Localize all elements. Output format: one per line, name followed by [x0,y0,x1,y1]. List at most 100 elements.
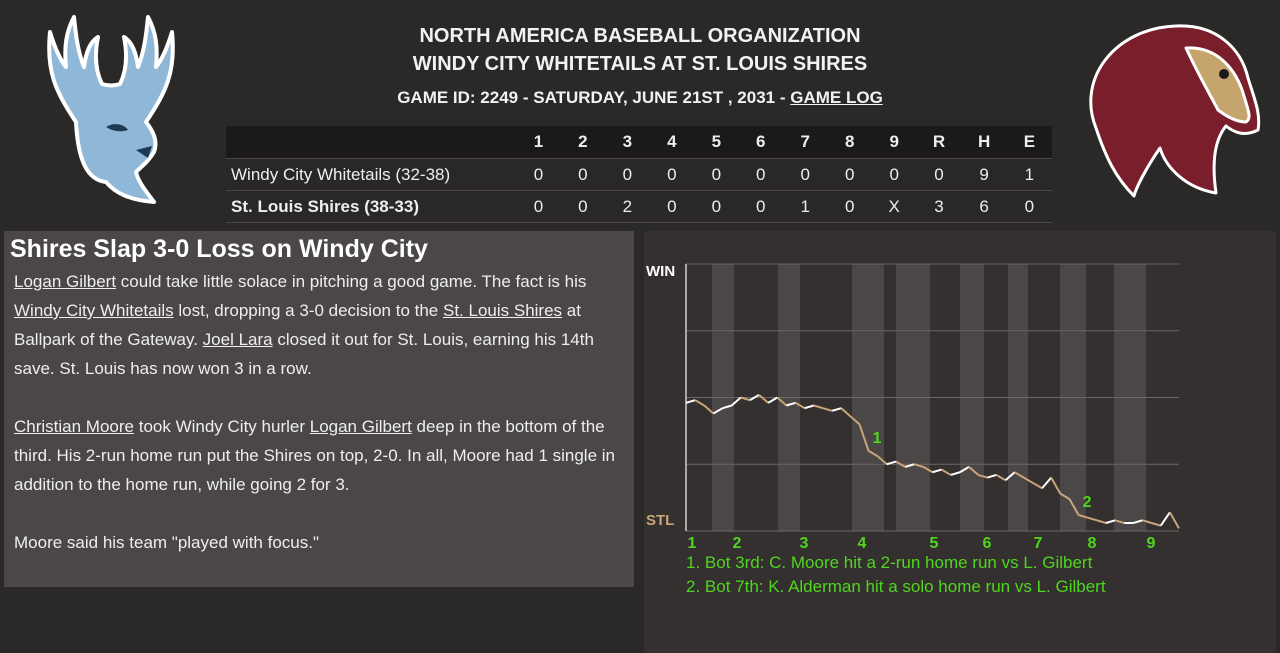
win-probability-panel: WIN STL 1 2 1 2 3 4 5 6 7 8 9 1. Bot 3rd: C. Moore hi… [644,231,1276,653]
annotation-marker: 1 [873,430,882,447]
story-headline: Shires Slap 3-0 Loss on Windy City [10,235,428,263]
team-name[interactable]: St. Louis Shires (38-33) [226,190,517,223]
win-probability-segment [1087,516,1098,522]
win-probability-segment [776,396,788,407]
inning-score: X [871,190,917,223]
game-story-panel: Shires Slap 3-0 Loss on Windy City Logan… [4,231,634,587]
game-header: NORTH AMERICA BASEBALL ORGANIZATION WIND… [300,22,980,110]
team-name[interactable]: Windy City Whitetails (32-38) [226,158,517,191]
column-header: 1 [516,126,561,159]
column-header: 6 [738,126,783,159]
win-probability-segment [959,466,970,474]
game-log-link[interactable]: GAME LOG [790,88,883,107]
inning-score: 0 [694,158,739,191]
column-header: 4 [649,126,695,159]
win-probability-segment [1105,519,1116,524]
win-probability-segment [868,450,879,458]
win-probability-segment [749,393,760,402]
win-probability-segment [922,466,934,474]
linescore-table: 1 2 3 4 5 6 7 8 9 R H E Windy City White… [226,126,1052,223]
win-probability-segment [694,399,705,407]
x-tick-label: 1 [688,535,697,552]
column-header: 9 [871,126,917,159]
win-probability-segment [1133,519,1143,524]
story-text: at Ballpark of the Gateway. [14,301,581,349]
inning-score: 0 [516,190,561,223]
win-probability-segment [904,463,915,468]
linescore-row-away: Windy City Whitetails (32-38) 0 0 0 0 0 … [226,158,1052,191]
win-probability-segment [1151,522,1162,527]
hits-total: 9 [961,158,1007,191]
inning-score: 1 [783,190,828,223]
team-column-header [226,126,517,159]
inning-score: 2 [605,190,650,223]
story-paragraph: Christian Moore took Windy City hurler L… [14,412,628,499]
column-header: 5 [694,126,739,159]
story-paragraph: Moore said his team "played with focus." [14,533,319,552]
win-probability-segment [730,396,742,407]
win-probability-segment [849,415,861,425]
runs-total: 3 [916,190,962,223]
win-probability-segment [804,404,815,410]
win-probability-segment [712,407,724,415]
inning-score: 0 [783,158,828,191]
inning-score: 0 [827,190,872,223]
column-header: E [1006,126,1052,159]
story-body: Logan Gilbert could take little solace i… [4,265,634,557]
win-probability-segment [703,404,715,415]
player-link[interactable]: Logan Gilbert [14,272,117,291]
story-text: closed it out for St. Louis, earning his… [14,330,594,378]
win-probability-segment [1169,511,1180,529]
inning-score: 0 [649,158,695,191]
team-link[interactable]: St. Louis Shires [442,301,563,320]
win-probability-segment [767,396,778,404]
annotation-legend-item: 1. Bot 3rd: C. Moore hit a 2-run home ru… [686,553,1093,572]
column-header: 8 [827,126,872,159]
x-tick-label: 5 [930,535,939,552]
story-text: could take little solace in pitching a g… [116,272,587,291]
inning-score: 0 [738,190,783,223]
win-probability-segment [968,466,979,476]
win-probability-segment [858,423,870,452]
win-probability-segment [1096,519,1107,524]
column-header: 7 [783,126,828,159]
story-paragraph: Logan Gilbert could take little solace i… [14,267,628,383]
win-probability-segment [758,394,769,404]
story-text: deep in the bottom of the third. His 2-r… [14,417,615,494]
player-link[interactable]: Joel Lara [202,330,273,349]
win-probability-segment [831,407,842,412]
story-text: took Windy City hurler [134,417,310,436]
errors-total: 0 [1006,190,1052,223]
win-probability-segment [1078,514,1088,519]
win-probability-segment [877,455,888,466]
win-probability-segment [740,396,751,402]
x-tick-label: 4 [858,535,867,552]
player-link[interactable]: Christian Moore [14,417,134,436]
win-probability-segment [840,407,851,417]
win-probability-segment [1142,519,1152,524]
win-probability-segment [795,401,806,410]
win-probability-segment [886,460,897,466]
whitetail-deer-logo-icon [47,15,175,204]
win-probability-segment [822,407,833,412]
column-header: 2 [560,126,606,159]
hits-total: 6 [961,190,1007,223]
inning-score: 0 [560,190,606,223]
team-link[interactable]: Windy City Whitetails [14,301,174,320]
annotation-marker: 2 [1083,494,1092,511]
chart-label-bottom: STL [646,512,674,529]
story-text: lost, dropping a 3-0 decision to the [173,301,443,320]
win-probability-segment [895,460,906,468]
inning-score: 0 [827,158,872,191]
inning-score: 0 [694,190,739,223]
matchup-title: WINDY CITY WHITETAILS AT ST. LOUIS SHIRE… [412,53,868,75]
win-probability-segment [995,474,1007,482]
win-probability-segment [941,468,952,476]
win-probability-segment [1059,492,1070,500]
win-probability-segment [1050,477,1062,495]
player-link[interactable]: Logan Gilbert [309,417,412,436]
x-tick-label: 2 [733,535,742,552]
column-header: R [916,126,962,159]
game-info-text: GAME ID: 2249 - SATURDAY, JUNE 21ST , 20… [397,88,791,107]
inning-score: 0 [516,158,561,191]
